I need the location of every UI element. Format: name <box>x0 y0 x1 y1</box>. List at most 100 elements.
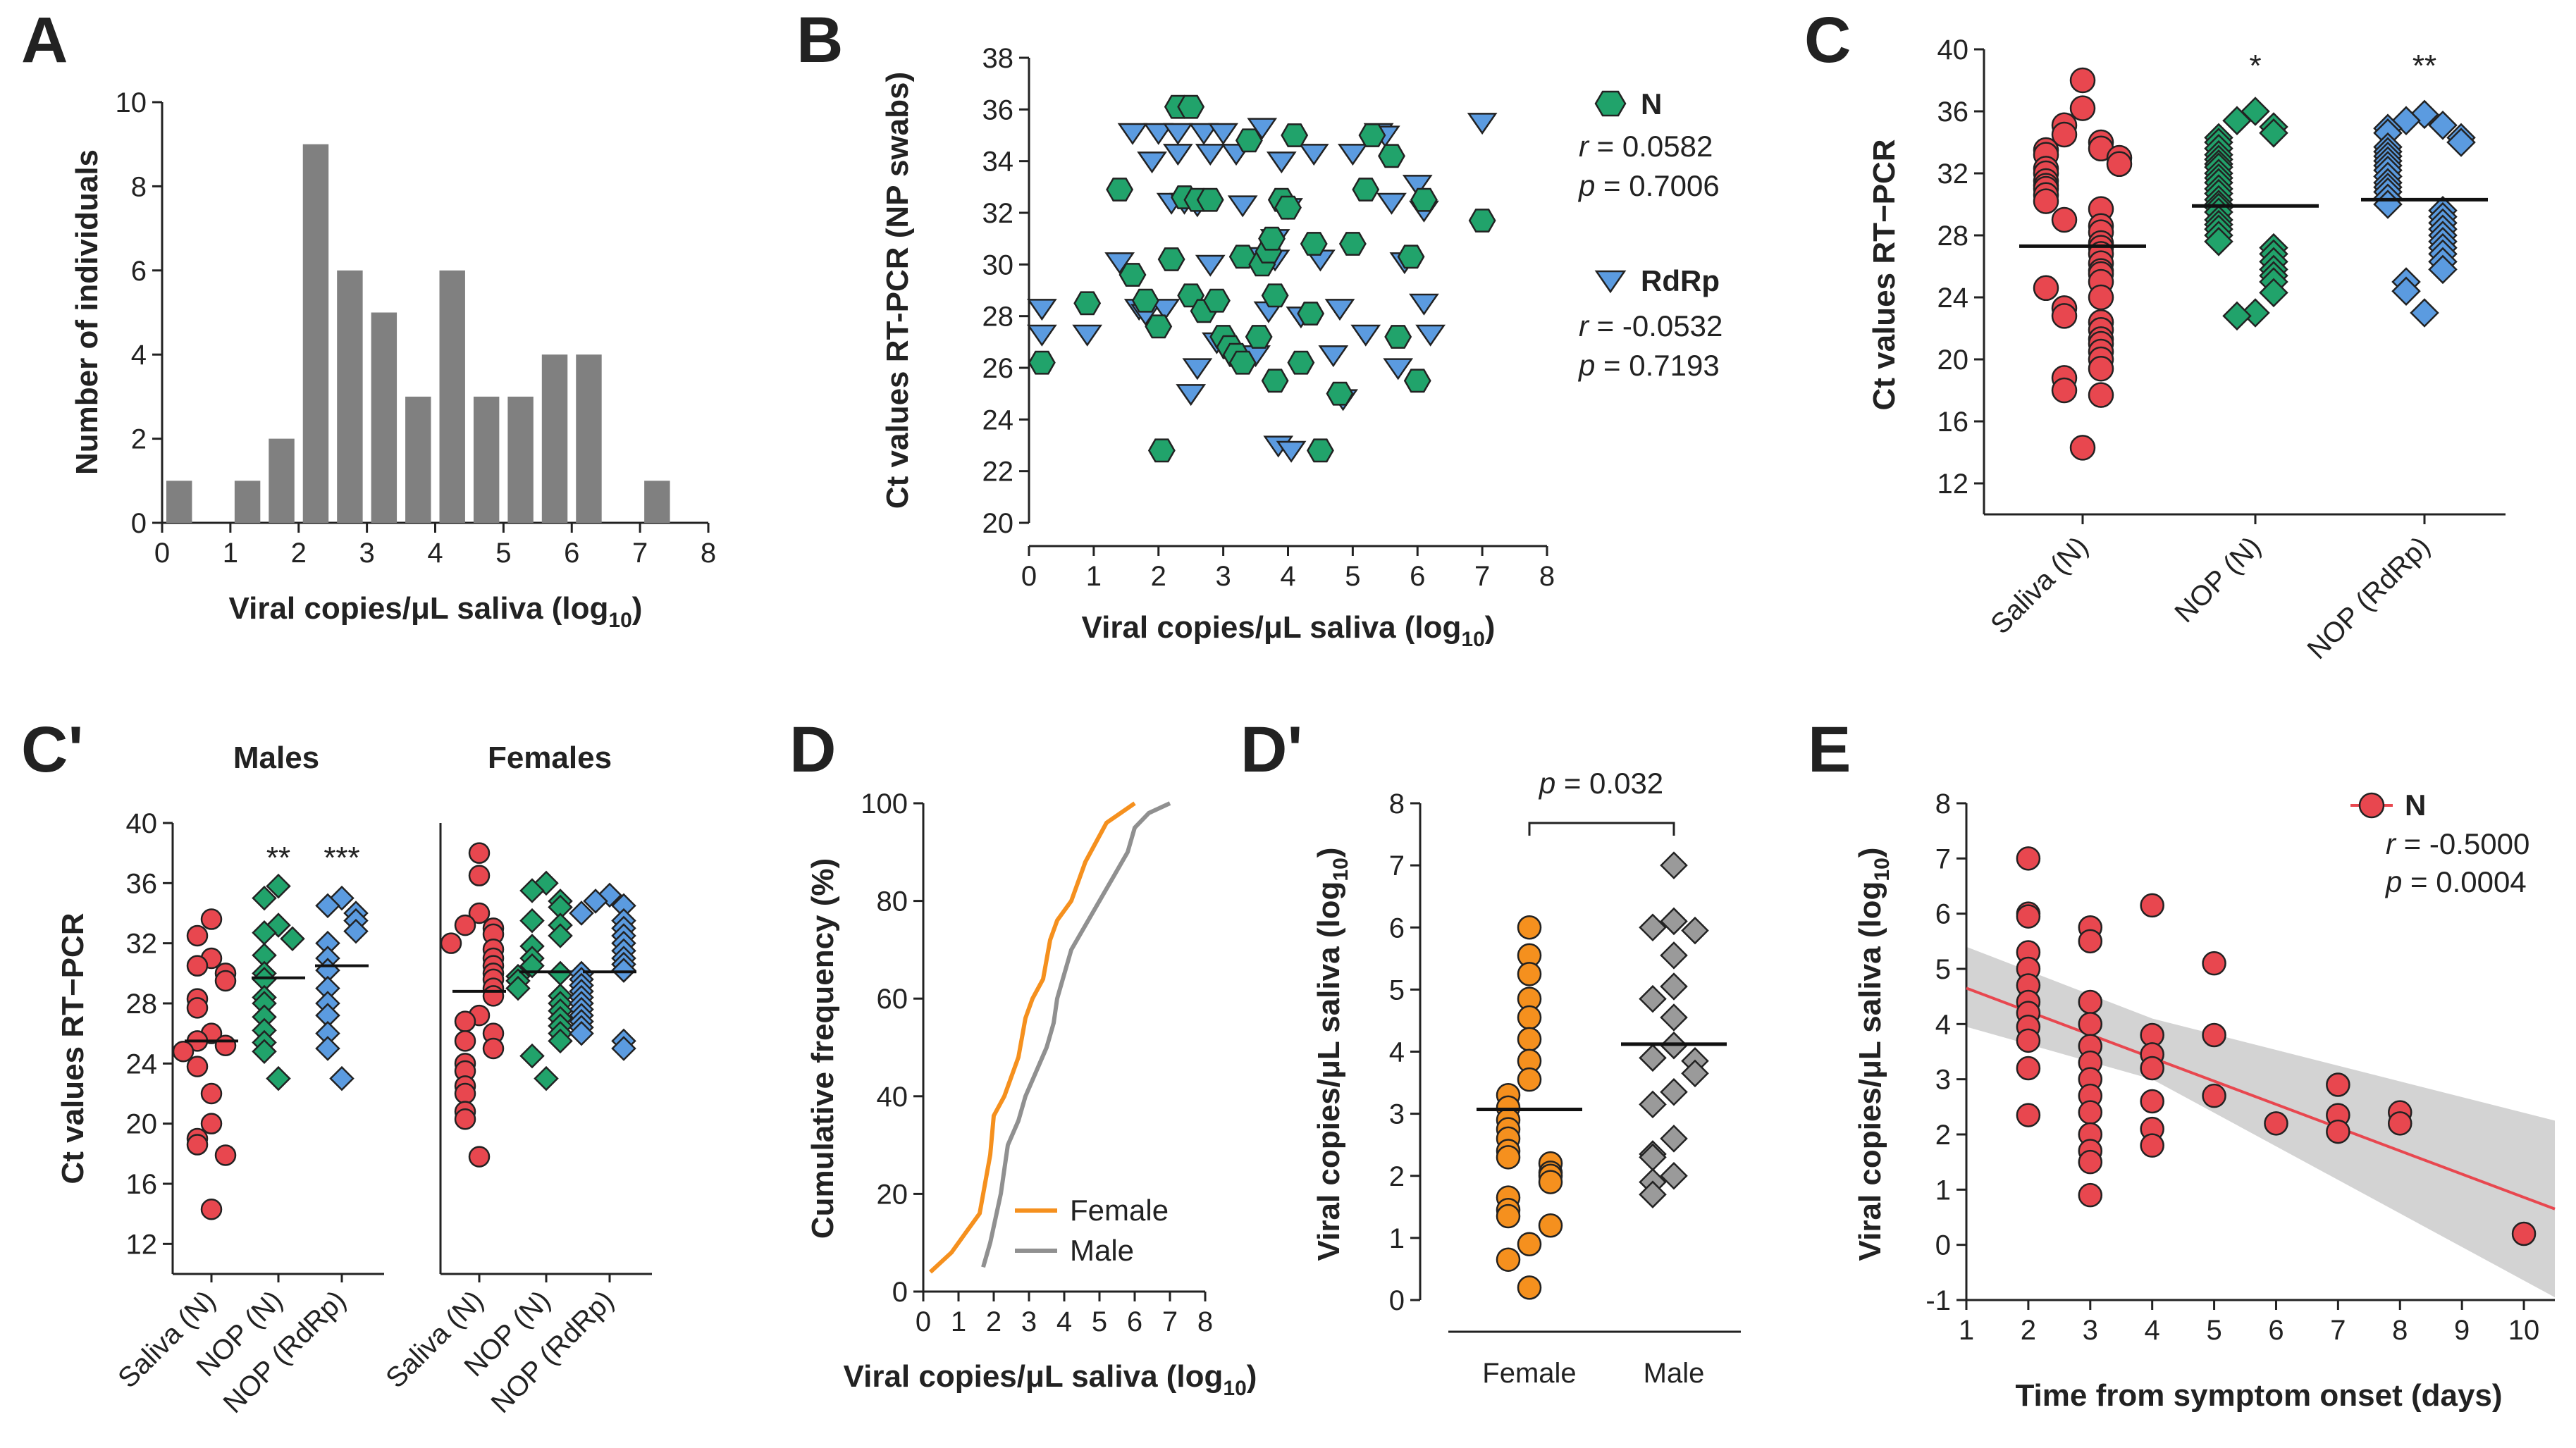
e-x-tick-label: 4 <box>2145 1315 2160 1346</box>
b-point-n <box>1228 350 1257 375</box>
cp-point-nop-rdrp <box>315 1036 340 1061</box>
dp-y-tick-label: 8 <box>1389 788 1405 819</box>
e-point <box>2202 1083 2226 1108</box>
e-confidence-band <box>1966 946 2555 1298</box>
dp-point-male <box>1660 941 1688 970</box>
b-point-n <box>1378 144 1405 168</box>
cp-group-males: Males <box>233 741 319 775</box>
cp-point-saliva-n <box>186 1134 209 1156</box>
d-x-tick-label: 8 <box>1197 1306 1213 1337</box>
b-point-rdrp <box>1415 324 1446 347</box>
a-bar <box>337 270 363 523</box>
a-y-tick-label: 6 <box>131 256 147 287</box>
d-line-male <box>981 801 1171 1268</box>
panel-label-c: C <box>1804 4 1851 76</box>
dp-y-tick-label: 7 <box>1389 850 1405 881</box>
e-x-tick-label: 8 <box>2392 1315 2408 1346</box>
b-point-n <box>1131 288 1159 313</box>
panel-d-prime-by-sex: 0 1 2 3 4 5 6 7 8 Female Male p = 0.032 Viral cop… <box>1312 767 1741 1389</box>
b-point-rdrp <box>1298 144 1329 166</box>
dp-point-female <box>1517 1005 1542 1030</box>
b-y-tick-label: 30 <box>982 249 1014 280</box>
e-point <box>2016 904 2041 929</box>
b-x-tick-label: 8 <box>1539 561 1555 592</box>
c-significance: ** <box>2412 49 2436 83</box>
c-point-saliva-n <box>2051 377 2078 404</box>
c-point-saliva-n <box>2051 206 2078 233</box>
c-point-nop-rdrp <box>2391 276 2421 306</box>
d-x-tick-label: 7 <box>1162 1306 1178 1337</box>
b-point-rdrp <box>1162 144 1193 166</box>
b-point-rdrp <box>1383 358 1414 380</box>
c-point-saliva-n <box>2033 275 2059 302</box>
dp-y-tick-label: 0 <box>1389 1285 1405 1316</box>
a-bar <box>405 396 431 523</box>
e-point <box>2078 1149 2103 1175</box>
e-point <box>2140 1056 2164 1081</box>
b-n-r: r = 0.0582 <box>1579 130 1713 163</box>
b-point-rdrp <box>1318 345 1349 368</box>
d-x-tick-label: 6 <box>1127 1306 1142 1337</box>
b-point-rdrp <box>1072 324 1103 347</box>
dp-y-tick-label: 2 <box>1389 1161 1405 1192</box>
e-y-tick-label: 6 <box>1935 899 1951 930</box>
dp-y-tick-label: 3 <box>1389 1099 1405 1130</box>
b-point-n <box>1245 325 1273 349</box>
cp-point-nop-rdrp <box>611 958 636 983</box>
cp-point-nop-n <box>519 1043 545 1069</box>
b-y-tick-label: 20 <box>982 508 1014 539</box>
d-y-tick-label: 20 <box>877 1179 908 1210</box>
d-legend-female-label: Female <box>1070 1194 1169 1227</box>
c-point-nop-rdrp <box>2446 128 2476 157</box>
cp-y-tick-label: 28 <box>126 989 158 1020</box>
d-y-tick-label: 80 <box>877 886 908 917</box>
e-y-tick-label: -1 <box>1925 1285 1951 1316</box>
b-point-n <box>1202 288 1231 313</box>
b-point-n <box>1118 263 1147 287</box>
a-bar <box>507 396 534 523</box>
b-point-rdrp <box>1350 324 1381 347</box>
cp-point-nop-n <box>548 923 573 948</box>
b-legend-n-marker <box>1594 90 1627 117</box>
cp-point-saliva-n <box>200 908 223 930</box>
cp-point-saliva-n <box>468 1146 491 1168</box>
b-point-n <box>1235 128 1263 153</box>
dp-y-tick-label: 4 <box>1389 1037 1405 1068</box>
c-significance: * <box>2249 49 2261 83</box>
cp-point-saliva-n <box>454 914 476 936</box>
b-point-n <box>1403 369 1431 393</box>
a-bar <box>576 354 602 523</box>
c-point-nop-n <box>2222 301 2252 331</box>
cp-point-nop-n <box>519 878 545 903</box>
cp-point-nop-n <box>266 1065 291 1091</box>
e-point <box>2326 1072 2350 1097</box>
cp-significance: ** <box>266 841 290 875</box>
e-p: p = 0.0004 <box>2384 865 2527 898</box>
cp-point-saliva-n <box>186 955 209 977</box>
e-point <box>2388 1111 2412 1136</box>
b-point-rdrp <box>1150 299 1181 321</box>
c-point-nop-n <box>2259 278 2288 308</box>
d-y-tick-label: 60 <box>877 984 908 1015</box>
c-x-tick-label: Saliva (N) <box>1985 531 2094 640</box>
b-point-n <box>1468 209 1496 233</box>
cp-point-saliva-n <box>482 1037 505 1060</box>
b-point-n <box>1281 123 1309 147</box>
b-point-n <box>1073 291 1102 316</box>
a-bar <box>302 144 329 523</box>
a-bar <box>269 438 295 523</box>
c-y-tick-label: 40 <box>1937 35 1969 66</box>
b-x-tick-label: 0 <box>1021 561 1037 592</box>
cp-point-saliva-n <box>214 970 237 992</box>
cp-significance: *** <box>323 841 359 875</box>
e-point <box>2511 1221 2537 1246</box>
cp-point-saliva-n <box>482 985 505 1007</box>
cp-point-saliva-n <box>454 1010 476 1032</box>
b-rdrp-p: p = 0.7193 <box>1577 349 1720 382</box>
dp-point-male <box>1639 984 1667 1013</box>
e-point <box>2078 1012 2103 1037</box>
c-point-saliva-n <box>2051 303 2078 329</box>
c-y-tick-label: 16 <box>1937 407 1969 438</box>
d-x-tick-label: 0 <box>916 1306 931 1337</box>
